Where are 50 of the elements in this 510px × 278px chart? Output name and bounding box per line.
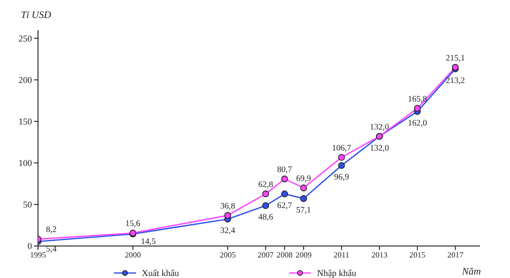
data-label: 62,7 xyxy=(277,200,292,210)
data-label: 213,2 xyxy=(446,74,465,85)
data-label: 165,8 xyxy=(408,93,427,104)
y-tick-label: 250 xyxy=(18,34,32,44)
point xyxy=(300,195,307,202)
y-tick-label: 0 xyxy=(28,241,32,252)
data-label: 14,5 xyxy=(140,236,156,246)
data-label: 106,7 xyxy=(332,142,352,152)
x-tick-label: 2017 xyxy=(447,250,464,260)
point xyxy=(224,212,232,219)
legend-label: Nhập khẩu xyxy=(316,268,356,278)
y-tick-label: 150 xyxy=(18,116,32,127)
data-label: 215,1 xyxy=(446,52,465,62)
data-label: 80,7 xyxy=(277,164,292,174)
point xyxy=(262,190,270,198)
x-tick-label: 2007 xyxy=(258,250,274,260)
data-label: 36,8 xyxy=(220,200,236,210)
x-tick-label: 2008 xyxy=(276,250,293,260)
data-label: 8,2 xyxy=(46,224,57,234)
x-tick-label: 2005 xyxy=(220,250,236,260)
data-label: 32,4 xyxy=(220,225,236,236)
x-tick-label: 2009 xyxy=(296,250,312,260)
point xyxy=(281,190,288,198)
data-label: 48,6 xyxy=(258,212,274,222)
point xyxy=(300,184,307,192)
data-label: 69,9 xyxy=(296,172,312,183)
x-tick-label: 2011 xyxy=(334,250,350,260)
data-label: 162,0 xyxy=(408,117,427,128)
data-label: 96,9 xyxy=(334,172,349,182)
point xyxy=(338,154,345,161)
point xyxy=(338,162,345,169)
x-tick-label: 2015 xyxy=(409,250,426,260)
legend-label: Xuất khẩu xyxy=(140,268,179,278)
data-label: 132,0 xyxy=(370,142,390,152)
y-axis-title: Tỉ USD xyxy=(20,10,52,21)
data-label: 15,6 xyxy=(125,218,140,228)
point xyxy=(281,176,288,182)
data-label: 57,1 xyxy=(296,204,312,215)
y-tick-label: 50 xyxy=(23,200,32,210)
point xyxy=(262,202,270,210)
data-label: 132,0 xyxy=(370,121,390,132)
x-tick-label: 1995 xyxy=(30,250,46,260)
x-axis-title: Năm xyxy=(461,266,481,278)
data-label: 62,8 xyxy=(258,178,274,189)
point xyxy=(414,104,421,112)
x-tick-label: 2000 xyxy=(124,250,141,260)
x-tick-label: 2013 xyxy=(371,250,388,260)
data-label: 5,4 xyxy=(46,244,58,254)
y-tick-label: 200 xyxy=(18,75,32,86)
y-tick-label: 100 xyxy=(18,158,32,168)
